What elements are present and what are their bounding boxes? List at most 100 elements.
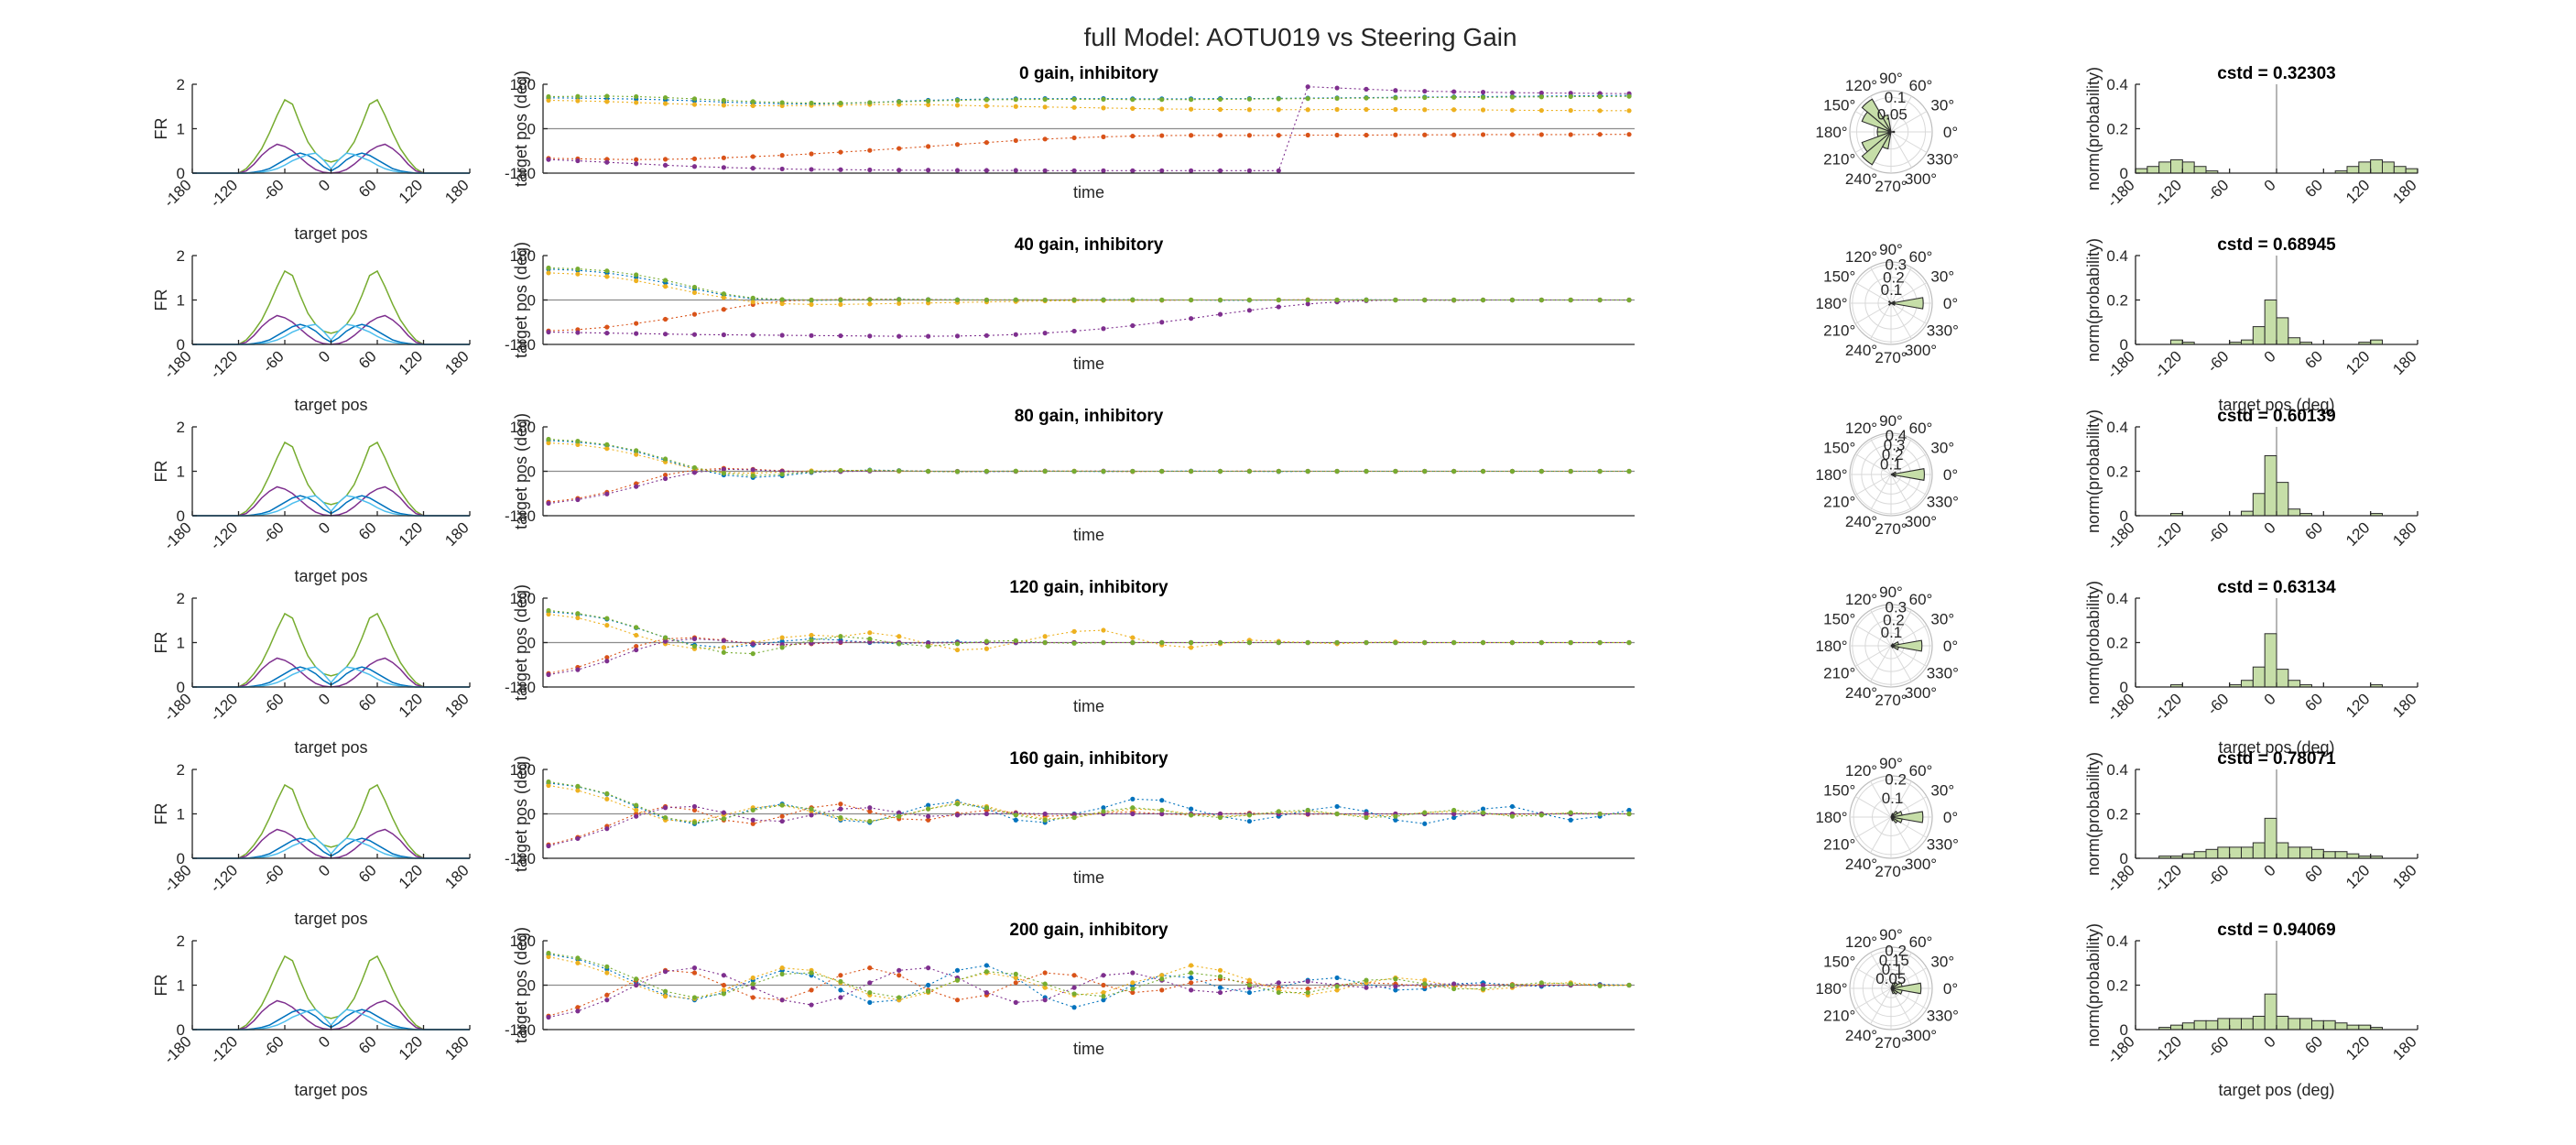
trace-point (1071, 1005, 1077, 1010)
hist-bar (2241, 846, 2254, 859)
trace-line (548, 468, 1629, 505)
trace-point (575, 667, 581, 672)
trace-point (1422, 639, 1428, 646)
trace-point (1130, 989, 1136, 996)
y-tick-label: 0.4 (2106, 590, 2128, 607)
polar-angle-label: 90° (1879, 583, 1903, 601)
trace-point (1217, 133, 1223, 138)
polar-spoke (1870, 987, 1892, 1025)
polar-angle-label: 240° (1845, 170, 1877, 188)
trace-point (1189, 168, 1194, 173)
y-axis-label: target pos (deg) (512, 584, 530, 701)
trace-point (662, 162, 668, 168)
plot-row-2: -180 -120 -60 0 60 120 180 0 1 2 target pos FR -180 0… (152, 407, 2420, 585)
trace-point (1276, 96, 1281, 102)
polar-angle-label: 120° (1845, 77, 1877, 94)
trace-point (546, 270, 551, 276)
polar-angle-label: 30° (1930, 440, 1954, 457)
trace-point (1276, 304, 1281, 310)
trace-point (1013, 137, 1018, 144)
trace-point (1451, 811, 1457, 817)
polar-angle-label: 0° (1943, 638, 1958, 655)
hist-bar (2193, 1020, 2207, 1030)
trace-point (604, 491, 610, 496)
trace-point (1334, 297, 1340, 303)
trace-line (548, 94, 1630, 105)
y-tick-label: 0.2 (2106, 977, 2128, 995)
trace-point (809, 297, 814, 303)
trace-point (1393, 297, 1398, 303)
y-axis-label: FR (152, 461, 170, 483)
polar-angle-label: 330° (1927, 836, 1959, 854)
hist-bar (2252, 842, 2266, 859)
trace-point (721, 97, 726, 104)
trace-point (1130, 635, 1136, 640)
polar-bin (1890, 471, 1897, 475)
trace-panel: -180 0 180 160 gain, inhibitory time target p… (505, 749, 1635, 887)
trace-point (925, 802, 931, 808)
y-tick-label: 0 (527, 121, 536, 138)
polar-bin (1890, 302, 1896, 306)
hist-bar (2241, 339, 2254, 345)
hist-bar (2299, 846, 2313, 859)
trace-point (867, 999, 873, 1005)
trace-point (1480, 132, 1486, 137)
trace-point (1217, 989, 1223, 996)
hist-bar (2334, 851, 2348, 859)
y-axis-label: norm(probability) (2084, 581, 2103, 704)
trace-point (867, 809, 873, 814)
polar-spoke (1854, 282, 1892, 304)
trace-point (897, 468, 902, 474)
trace-point (634, 448, 639, 453)
polar-angle-label: 210° (1823, 151, 1855, 169)
trace-point (691, 164, 698, 169)
x-tick-label: -120 (2151, 690, 2185, 724)
polar-spoke (1890, 267, 1912, 304)
plot-row-3: -180 -120 -60 0 60 120 180 0 1 2 target pos FR -180 0… (152, 578, 2420, 757)
trace-point (838, 802, 843, 807)
x-axis-label: time (1073, 183, 1104, 202)
trace-line (548, 442, 1629, 474)
trace-point (750, 473, 755, 478)
trace-point (634, 643, 639, 649)
trace-point (1013, 980, 1018, 986)
trace-point (1451, 89, 1457, 94)
polar-spoke (1870, 609, 1892, 647)
polar-angle-label: 120° (1845, 762, 1877, 780)
trace-point (1101, 989, 1106, 996)
trace-point (1509, 297, 1516, 303)
trace-point (1101, 105, 1106, 111)
fr-series-line (192, 783, 470, 859)
trace-point (691, 807, 698, 813)
trace-point (1159, 973, 1165, 978)
hist-bar (2346, 853, 2360, 859)
trace-point (925, 98, 931, 104)
figure-title: full Model: AOTU019 vs Steering Gain (1083, 23, 1516, 51)
hist-title: cstd = 0.78071 (2217, 749, 2336, 769)
trace-point (662, 456, 668, 462)
trace-point (1042, 468, 1048, 474)
trace-point (1130, 986, 1136, 992)
hist-bar (2276, 317, 2289, 345)
trace-point (897, 300, 902, 306)
x-tick-label: 0 (2261, 347, 2279, 365)
trace-point (1159, 798, 1165, 803)
trace-point (1246, 308, 1253, 313)
trace-point (867, 630, 873, 636)
trace-point (1480, 806, 1486, 812)
trace-point (634, 484, 639, 489)
trace-point (546, 93, 551, 100)
trace-point (1597, 468, 1603, 474)
y-tick-label: 0 (527, 635, 536, 652)
x-tick-label: 0 (2261, 176, 2279, 194)
polar-bin (1890, 130, 1896, 134)
trace-point (634, 272, 639, 278)
trace-point (1013, 812, 1018, 818)
trace-point (750, 295, 755, 300)
trace-point (750, 166, 755, 171)
trace-point (897, 333, 902, 339)
trace-point (1159, 807, 1165, 813)
polar-angle-label: 180° (1815, 638, 1847, 655)
polar-angle-label: 270° (1875, 349, 1907, 366)
